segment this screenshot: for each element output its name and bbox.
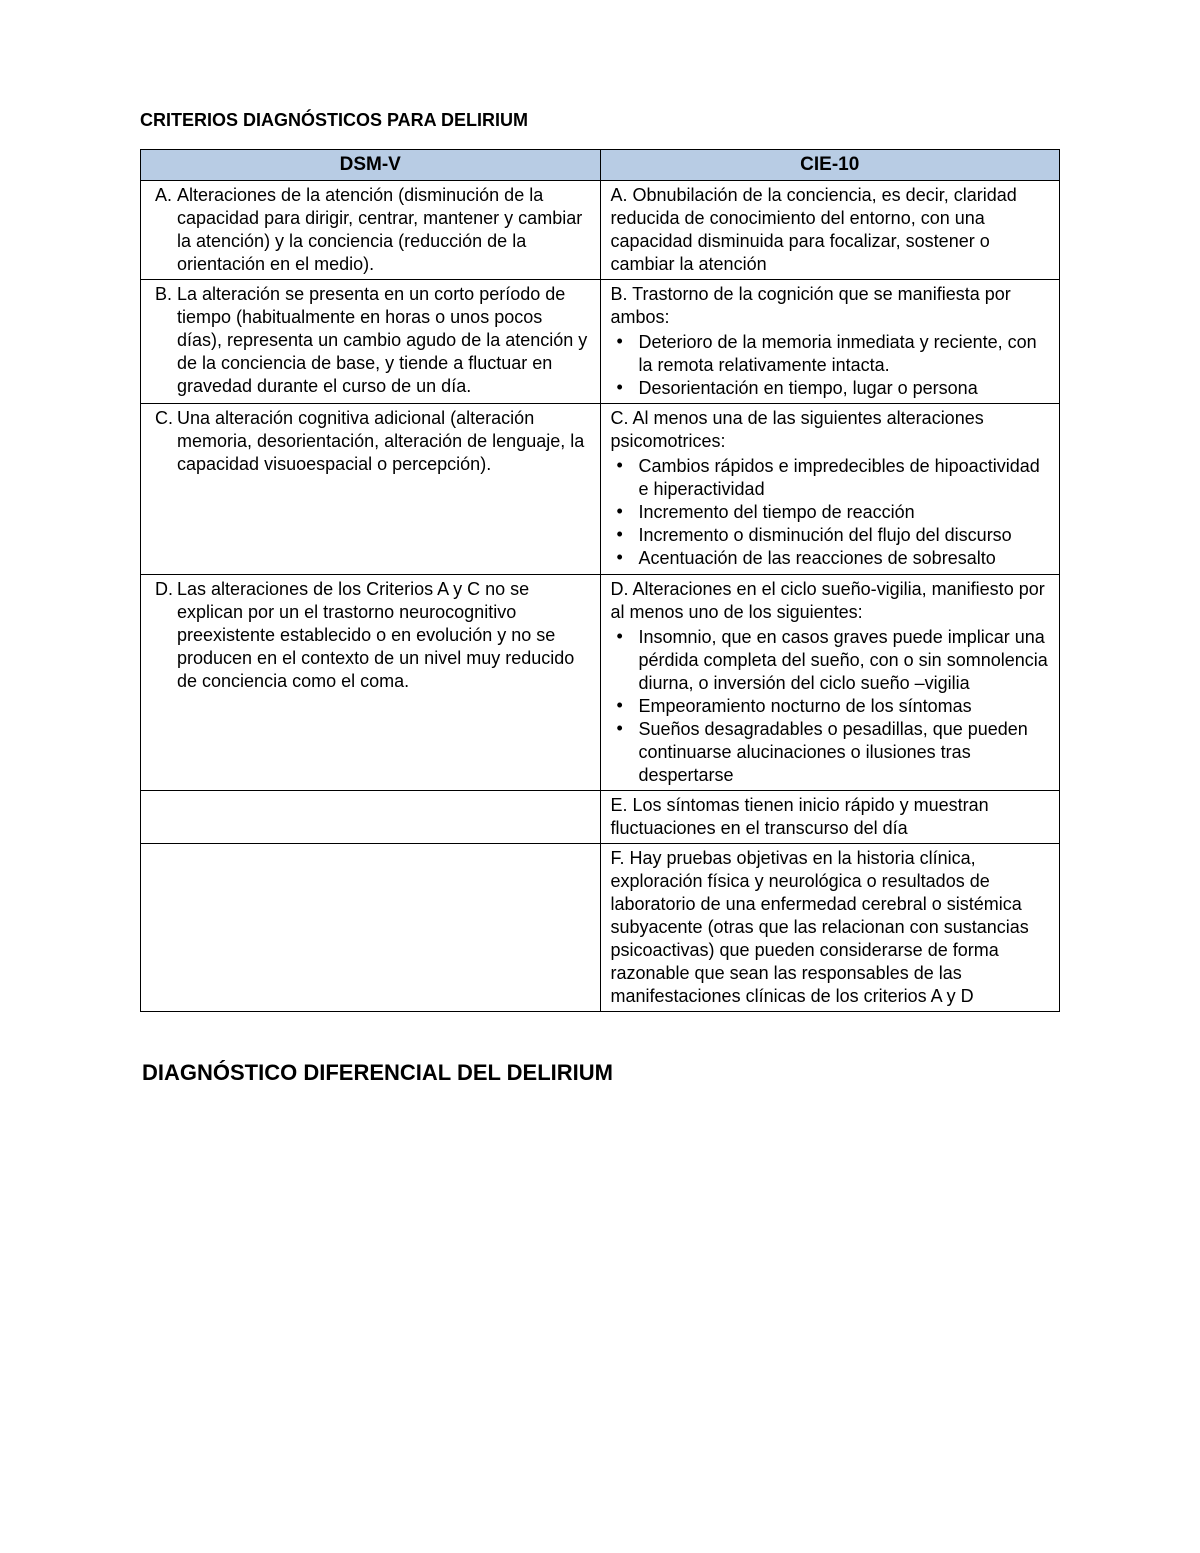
bullet-list: •Insomnio, que en casos graves puede imp… (609, 626, 1052, 787)
cell-cie10: B. Trastorno de la cognición que se mani… (600, 280, 1060, 404)
cell-dsmv (141, 843, 601, 1011)
table-row: E. Los síntomas tienen inicio rápido y m… (141, 790, 1060, 843)
bullet-icon: • (617, 524, 639, 547)
bullet-list: •Cambios rápidos e impredecibles de hipo… (609, 455, 1052, 570)
cell-dsmv: B.La alteración se presenta en un corto … (141, 280, 601, 404)
bullet-text: Incremento del tiempo de reacción (639, 501, 1052, 524)
list-item: •Cambios rápidos e impredecibles de hipo… (617, 455, 1052, 501)
cell-cie10: F. Hay pruebas objetivas en la historia … (600, 843, 1060, 1011)
bullet-text: Cambios rápidos e impredecibles de hipoa… (639, 455, 1052, 501)
list-marker: A. (149, 184, 177, 276)
bullet-text: Insomnio, que en casos graves puede impl… (639, 626, 1052, 695)
bullet-icon: • (617, 377, 639, 400)
bullet-icon: • (617, 718, 639, 787)
table-row: F. Hay pruebas objetivas en la historia … (141, 843, 1060, 1011)
page-title: CRITERIOS DIAGNÓSTICOS PARA DELIRIUM (140, 110, 1060, 131)
cell-text: Una alteración cognitiva adicional (alte… (177, 407, 592, 476)
cell-text: E. Los síntomas tienen inicio rápido y m… (609, 794, 1052, 840)
cell-text: B. Trastorno de la cognición que se mani… (609, 283, 1052, 329)
cell-text: Las alteraciones de los Criterios A y C … (177, 578, 592, 693)
list-item: •Acentuación de las reacciones de sobres… (617, 547, 1052, 570)
table-row: C.Una alteración cognitiva adicional (al… (141, 404, 1060, 574)
table-row: D.Las alteraciones de los Criterios A y … (141, 574, 1060, 790)
list-item: •Sueños desagradables o pesadillas, que … (617, 718, 1052, 787)
table-row: B.La alteración se presenta en un corto … (141, 280, 1060, 404)
cell-text: La alteración se presenta en un corto pe… (177, 283, 592, 398)
cell-text: Alteraciones de la atención (disminución… (177, 184, 592, 276)
list-marker: C. (149, 407, 177, 476)
table-row: A.Alteraciones de la atención (disminuci… (141, 181, 1060, 280)
list-item: •Deterioro de la memoria inmediata y rec… (617, 331, 1052, 377)
section-subtitle: DIAGNÓSTICO DIFERENCIAL DEL DELIRIUM (142, 1060, 1060, 1086)
col-header-cie10: CIE-10 (600, 150, 1060, 181)
bullet-text: Desorientación en tiempo, lugar o person… (639, 377, 1052, 400)
cell-cie10: A. Obnubilación de la conciencia, es dec… (600, 181, 1060, 280)
cell-text: C. Al menos una de las siguientes altera… (609, 407, 1052, 453)
list-marker: D. (149, 578, 177, 693)
cell-dsmv: A.Alteraciones de la atención (disminuci… (141, 181, 601, 280)
bullet-icon: • (617, 695, 639, 718)
cell-dsmv: C.Una alteración cognitiva adicional (al… (141, 404, 601, 574)
list-marker: B. (149, 283, 177, 398)
list-item: •Incremento o disminución del flujo del … (617, 524, 1052, 547)
bullet-text: Empeoramiento nocturno de los síntomas (639, 695, 1052, 718)
bullet-icon: • (617, 455, 639, 501)
bullet-text: Sueños desagradables o pesadillas, que p… (639, 718, 1052, 787)
list-item: •Desorientación en tiempo, lugar o perso… (617, 377, 1052, 400)
cell-cie10: E. Los síntomas tienen inicio rápido y m… (600, 790, 1060, 843)
bullet-text: Deterioro de la memoria inmediata y reci… (639, 331, 1052, 377)
cell-cie10: D. Alteraciones en el ciclo sueño-vigili… (600, 574, 1060, 790)
bullet-icon: • (617, 331, 639, 377)
bullet-text: Incremento o disminución del flujo del d… (639, 524, 1052, 547)
cell-text: D. Alteraciones en el ciclo sueño-vigili… (609, 578, 1052, 624)
list-item: •Empeoramiento nocturno de los síntomas (617, 695, 1052, 718)
cell-dsmv: D.Las alteraciones de los Criterios A y … (141, 574, 601, 790)
bullet-text: Acentuación de las reacciones de sobresa… (639, 547, 1052, 570)
cell-dsmv (141, 790, 601, 843)
col-header-dsmv: DSM-V (141, 150, 601, 181)
list-item: •Insomnio, que en casos graves puede imp… (617, 626, 1052, 695)
bullet-icon: • (617, 501, 639, 524)
criteria-table: DSM-V CIE-10 A.Alteraciones de la atenci… (140, 149, 1060, 1012)
cell-text: A. Obnubilación de la conciencia, es dec… (609, 184, 1052, 276)
cell-text: F. Hay pruebas objetivas en la historia … (609, 847, 1052, 1008)
bullet-list: •Deterioro de la memoria inmediata y rec… (609, 331, 1052, 400)
bullet-icon: • (617, 626, 639, 695)
cell-cie10: C. Al menos una de las siguientes altera… (600, 404, 1060, 574)
bullet-icon: • (617, 547, 639, 570)
list-item: •Incremento del tiempo de reacción (617, 501, 1052, 524)
